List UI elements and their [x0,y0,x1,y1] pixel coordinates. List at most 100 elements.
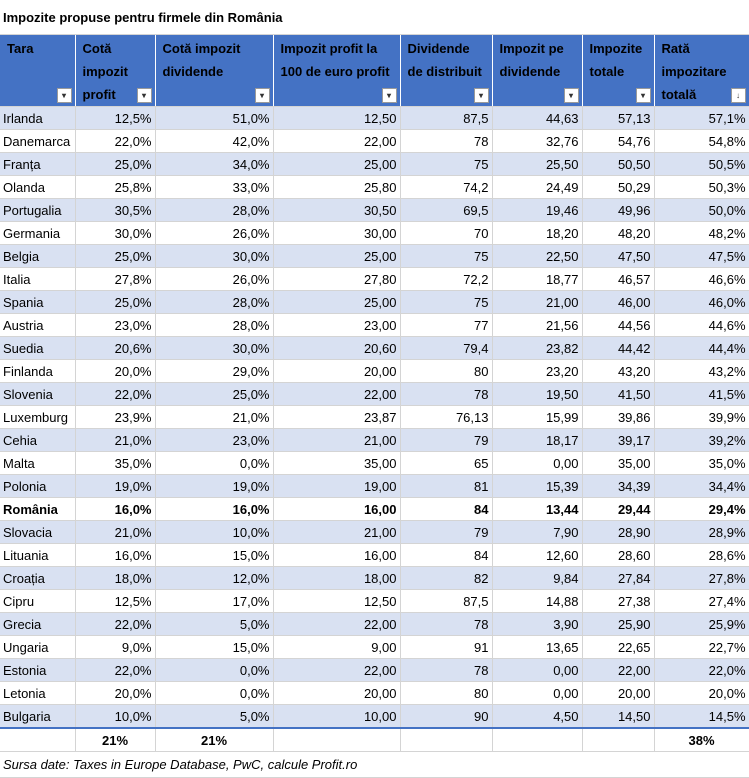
table-cell[interactable]: 23,20 [492,359,583,383]
table-cell[interactable]: 30,50 [273,198,401,222]
table-cell[interactable]: 20,00 [273,359,401,383]
country-cell[interactable]: Belgia [0,244,76,268]
table-cell[interactable]: 34,0% [155,152,274,176]
table-cell[interactable]: 80 [400,681,493,705]
table-cell[interactable]: 91 [400,635,493,659]
table-cell[interactable]: 41,5% [654,382,749,406]
table-cell[interactable]: 21,56 [492,313,583,337]
sheet-title[interactable]: Impozite propuse pentru firmele din Româ… [0,0,749,35]
country-cell[interactable]: Olanda [0,175,76,199]
table-cell[interactable]: 57,1% [654,106,749,130]
table-cell[interactable]: 50,50 [582,152,655,176]
table-cell[interactable]: 75 [400,244,493,268]
table-cell[interactable]: 78 [400,612,493,636]
total-cell[interactable]: 38% [654,727,749,752]
table-cell[interactable]: 21,0% [75,520,156,544]
table-cell[interactable]: 46,6% [654,267,749,291]
table-cell[interactable]: 35,00 [273,451,401,475]
table-cell[interactable]: 78 [400,658,493,682]
column-header[interactable]: Impozit pe dividende ▾ [492,34,583,107]
filter-dropdown-icon[interactable]: ▾ [473,88,489,103]
table-cell[interactable]: 43,2% [654,359,749,383]
table-cell[interactable]: 46,0% [654,290,749,314]
table-cell[interactable]: 0,0% [155,451,274,475]
table-cell[interactable]: 10,00 [273,704,401,729]
filter-dropdown-icon[interactable]: ▾ [381,88,397,103]
table-cell[interactable]: 75 [400,152,493,176]
country-cell[interactable]: Irlanda [0,106,76,130]
table-cell[interactable]: 20,0% [75,359,156,383]
table-cell[interactable]: 13,44 [492,497,583,521]
table-cell[interactable]: 18,00 [273,566,401,590]
table-cell[interactable]: 48,2% [654,221,749,245]
country-cell[interactable]: Malta [0,451,76,475]
total-cell[interactable]: 21% [75,727,156,752]
filter-dropdown-icon[interactable]: ▾ [635,88,651,103]
table-cell[interactable]: 44,56 [582,313,655,337]
column-header[interactable]: Cotă impozit dividende ▾ [155,34,274,107]
country-cell[interactable]: Luxemburg [0,405,76,429]
table-cell[interactable]: 80 [400,359,493,383]
country-cell[interactable]: Slovenia [0,382,76,406]
table-cell[interactable]: 0,0% [155,681,274,705]
table-cell[interactable]: 39,86 [582,405,655,429]
table-cell[interactable]: 12,0% [155,566,274,590]
country-cell[interactable]: Cehia [0,428,76,452]
table-cell[interactable]: 69,5 [400,198,493,222]
table-cell[interactable]: 22,50 [492,244,583,268]
table-cell[interactable]: 12,5% [75,589,156,613]
table-cell[interactable]: 33,0% [155,175,274,199]
table-cell[interactable]: 19,46 [492,198,583,222]
table-cell[interactable]: 14,88 [492,589,583,613]
table-cell[interactable]: 12,5% [75,106,156,130]
table-cell[interactable]: 28,9% [654,520,749,544]
table-cell[interactable]: 20,0% [654,681,749,705]
table-cell[interactable]: 32,76 [492,129,583,153]
table-cell[interactable]: 16,00 [273,497,401,521]
table-cell[interactable]: 90 [400,704,493,729]
table-cell[interactable]: 30,0% [155,336,274,360]
table-cell[interactable]: 0,00 [492,658,583,682]
table-cell[interactable]: 77 [400,313,493,337]
table-cell[interactable]: 49,96 [582,198,655,222]
table-cell[interactable]: 9,84 [492,566,583,590]
table-cell[interactable]: 21,0% [75,428,156,452]
country-cell[interactable]: Austria [0,313,76,337]
table-cell[interactable]: 72,2 [400,267,493,291]
empty-cell[interactable] [273,727,401,752]
table-cell[interactable]: 15,39 [492,474,583,498]
table-cell[interactable]: 27,4% [654,589,749,613]
table-cell[interactable]: 44,63 [492,106,583,130]
table-cell[interactable]: 84 [400,543,493,567]
column-header[interactable]: Dividende de distribuit ▾ [400,34,493,107]
table-cell[interactable]: 20,00 [273,681,401,705]
table-cell[interactable]: 23,0% [155,428,274,452]
table-cell[interactable]: 50,29 [582,175,655,199]
table-cell[interactable]: 5,0% [155,612,274,636]
table-cell[interactable]: 43,20 [582,359,655,383]
table-cell[interactable]: 25,00 [273,152,401,176]
table-cell[interactable]: 21,00 [273,520,401,544]
table-cell[interactable]: 25,8% [75,175,156,199]
table-cell[interactable]: 50,3% [654,175,749,199]
country-cell[interactable]: Ungaria [0,635,76,659]
table-cell[interactable]: 28,0% [155,198,274,222]
sort-descending-filter-icon[interactable]: ↓ [730,88,746,103]
table-cell[interactable]: 35,0% [75,451,156,475]
table-cell[interactable]: 30,0% [75,221,156,245]
table-cell[interactable]: 18,0% [75,566,156,590]
table-cell[interactable]: 79,4 [400,336,493,360]
table-cell[interactable]: 4,50 [492,704,583,729]
table-cell[interactable]: 34,39 [582,474,655,498]
table-cell[interactable]: 12,50 [273,106,401,130]
table-cell[interactable]: 16,0% [75,543,156,567]
table-cell[interactable]: 57,13 [582,106,655,130]
table-cell[interactable]: 50,0% [654,198,749,222]
table-cell[interactable]: 39,17 [582,428,655,452]
table-cell[interactable]: 29,0% [155,359,274,383]
country-cell[interactable]: Portugalia [0,198,76,222]
table-cell[interactable]: 29,4% [654,497,749,521]
country-cell[interactable]: Bulgaria [0,704,76,729]
table-cell[interactable]: 76,13 [400,405,493,429]
table-cell[interactable]: 25,00 [273,290,401,314]
